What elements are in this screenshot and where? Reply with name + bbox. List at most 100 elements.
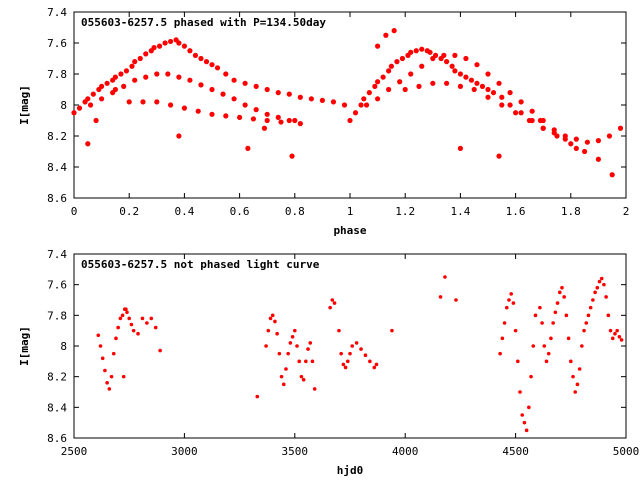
phased-data-point	[132, 59, 138, 65]
phased-data-point	[441, 52, 447, 59]
phased-plot-frame	[73, 11, 627, 199]
unphased-data-point	[591, 298, 595, 302]
unphased-data-point	[96, 333, 101, 338]
phased-data-point	[452, 52, 458, 59]
unphased-data-point	[281, 382, 286, 387]
phased-data-point	[126, 99, 132, 105]
phased-data-point	[143, 74, 149, 80]
phased-data-point	[463, 74, 469, 80]
phased-x-tick-label: 0	[71, 205, 78, 218]
phased-data-point	[220, 91, 226, 97]
unphased-data-point	[368, 359, 372, 364]
unphased-data-point	[593, 290, 597, 295]
phased-data-point	[402, 86, 408, 93]
phased-x-tick-label: 1.6	[506, 205, 526, 218]
phased-data-point	[485, 86, 491, 93]
unphased-data-point	[264, 344, 268, 348]
phased-data-point	[568, 141, 574, 147]
unphased-data-point	[513, 328, 518, 333]
unphased-data-point	[390, 328, 394, 333]
phased-data-point	[168, 102, 174, 108]
phased-data-point	[176, 133, 182, 139]
phased-data-point	[192, 52, 199, 59]
unphased-data-point	[301, 377, 306, 382]
unphased-data-point	[277, 351, 282, 356]
phased-data-point	[490, 90, 497, 96]
phased-data-point	[430, 55, 436, 62]
phased-x-tick-label: 2	[623, 205, 630, 218]
phased-x-tick-label: 0.8	[285, 205, 305, 218]
unphased-data-point	[149, 316, 154, 321]
unphased-data-point	[359, 347, 363, 351]
phased-data-point	[468, 77, 475, 83]
phased-data-point	[366, 90, 372, 96]
phased-data-point	[264, 86, 270, 93]
unphased-data-point	[127, 316, 131, 321]
phased-data-point	[386, 86, 392, 93]
unphased-x-tick-label: 5000	[613, 445, 640, 458]
unphased-data-point	[573, 390, 578, 394]
unphased-data-point	[116, 325, 120, 330]
phased-data-point	[358, 102, 364, 108]
phased-data-point	[444, 59, 450, 65]
unphased-data-point	[350, 344, 355, 348]
unphased-data-point	[533, 313, 538, 318]
phased-x-tick-label: 1.4	[450, 205, 470, 218]
unphased-data-point	[529, 374, 533, 379]
phased-data-point	[275, 90, 281, 96]
unphased-y-tick-label: 7.8	[47, 309, 67, 322]
unphased-data-point	[295, 344, 299, 348]
unphased-data-point	[540, 321, 544, 325]
phased-data-point	[253, 83, 259, 89]
unphased-data-point	[544, 359, 549, 364]
unphased-data-point	[595, 285, 600, 290]
phased-data-point	[209, 62, 215, 68]
unphased-data-point	[140, 316, 145, 321]
unphased-data-point	[343, 365, 348, 370]
unphased-data-point	[98, 344, 103, 348]
phased-data-point	[595, 156, 602, 162]
unphased-data-point	[268, 316, 273, 321]
unphased-data-point	[275, 331, 279, 336]
unphased-data-point	[610, 336, 615, 341]
phased-data-point	[582, 148, 588, 155]
unphased-x-tick-label: 2500	[61, 445, 88, 458]
unphased-data-point	[606, 313, 611, 318]
unphased-x-tick-label: 4000	[392, 445, 419, 458]
phased-data-point	[156, 43, 163, 49]
unphased-data-point	[560, 285, 564, 290]
unphased-data-point	[602, 282, 606, 287]
phased-data-point	[104, 80, 110, 86]
unphased-data-point	[500, 336, 505, 341]
phased-data-point	[99, 96, 105, 102]
phased-data-point	[261, 125, 268, 131]
unphased-data-point	[531, 344, 536, 348]
unphased-data-point	[522, 420, 527, 425]
phased-data-point	[118, 71, 124, 77]
unphased-data-point	[613, 331, 617, 336]
phased-y-tick-label: 8	[60, 99, 67, 112]
phased-data-point	[129, 63, 135, 69]
unphased-data-point	[304, 359, 308, 364]
phased-light-curve-chart: 0 0.2 0.4 0.6 0.8 1 1.2 1.4 1.6 1.8 2 7.4 7.6 7.8 8 8.2…	[18, 6, 629, 237]
phased-data-point	[375, 79, 381, 85]
phased-chart-title: 055603-6257.5 phased with P=134.50day	[81, 16, 326, 29]
phased-data-point	[231, 77, 237, 83]
phased-data-point	[444, 80, 450, 86]
phased-data-point	[606, 133, 613, 139]
phased-data-point	[90, 91, 96, 97]
unphased-data-point	[557, 290, 562, 295]
unphased-data-point	[266, 328, 271, 333]
phased-data-point	[449, 63, 455, 69]
unphased-data-point	[577, 367, 582, 371]
phased-data-point	[154, 99, 160, 105]
phased-data-point	[419, 63, 425, 69]
unphased-data-point	[542, 344, 547, 348]
unphased-data-point	[586, 313, 591, 318]
phased-data-point	[181, 43, 187, 49]
unphased-data-point	[312, 387, 317, 391]
unphased-y-tick-label: 7.6	[47, 279, 67, 292]
unphased-data-point	[615, 328, 619, 333]
unphased-data-point	[341, 362, 346, 367]
phased-data-point	[430, 80, 436, 86]
